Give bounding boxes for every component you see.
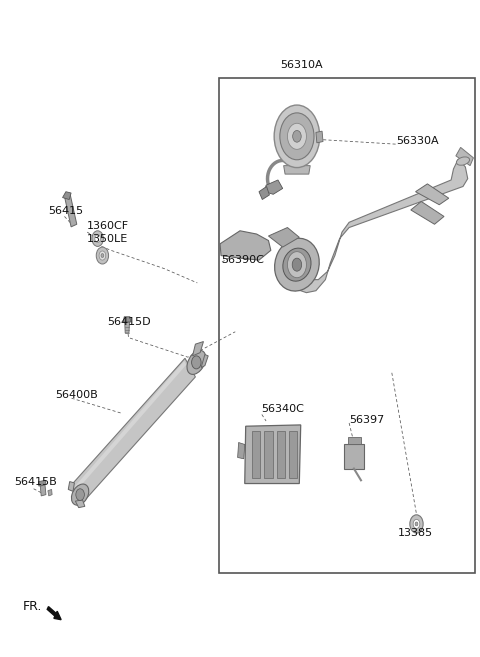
Circle shape bbox=[101, 254, 104, 258]
Text: 13385: 13385 bbox=[398, 528, 433, 538]
Circle shape bbox=[288, 252, 306, 278]
Polygon shape bbox=[68, 482, 74, 491]
Circle shape bbox=[95, 235, 100, 242]
Circle shape bbox=[96, 247, 108, 264]
Polygon shape bbox=[252, 432, 261, 478]
Polygon shape bbox=[276, 432, 285, 478]
Text: 56415D: 56415D bbox=[107, 317, 151, 327]
Polygon shape bbox=[75, 361, 186, 490]
Polygon shape bbox=[348, 438, 361, 444]
Text: 56390C: 56390C bbox=[221, 255, 264, 265]
Circle shape bbox=[280, 113, 314, 160]
Polygon shape bbox=[344, 444, 364, 468]
Polygon shape bbox=[288, 159, 468, 292]
Polygon shape bbox=[245, 425, 301, 484]
Circle shape bbox=[292, 258, 301, 271]
Polygon shape bbox=[411, 202, 444, 224]
Circle shape bbox=[274, 105, 320, 168]
Polygon shape bbox=[71, 358, 195, 504]
Polygon shape bbox=[268, 227, 300, 247]
Polygon shape bbox=[64, 194, 77, 227]
Circle shape bbox=[413, 520, 420, 528]
Ellipse shape bbox=[187, 350, 206, 374]
Circle shape bbox=[99, 251, 106, 260]
Polygon shape bbox=[220, 231, 271, 260]
Circle shape bbox=[76, 489, 84, 501]
Text: 1350LE: 1350LE bbox=[87, 234, 129, 244]
Text: 56415B: 56415B bbox=[14, 478, 58, 487]
FancyArrow shape bbox=[47, 606, 61, 620]
Polygon shape bbox=[416, 184, 449, 205]
Text: 56415: 56415 bbox=[48, 206, 83, 216]
Circle shape bbox=[293, 131, 301, 142]
Circle shape bbox=[288, 124, 306, 149]
Polygon shape bbox=[264, 180, 283, 194]
Text: 1360CF: 1360CF bbox=[87, 221, 129, 231]
Polygon shape bbox=[316, 131, 323, 143]
Polygon shape bbox=[123, 317, 131, 322]
Polygon shape bbox=[456, 147, 473, 166]
Polygon shape bbox=[201, 355, 208, 367]
Ellipse shape bbox=[456, 157, 469, 166]
Polygon shape bbox=[238, 443, 245, 459]
Polygon shape bbox=[289, 432, 298, 478]
Text: 56340C: 56340C bbox=[261, 405, 304, 415]
Polygon shape bbox=[125, 322, 130, 333]
Polygon shape bbox=[40, 485, 46, 496]
Text: 56330A: 56330A bbox=[396, 136, 439, 146]
Circle shape bbox=[92, 231, 103, 246]
Circle shape bbox=[415, 522, 418, 526]
Circle shape bbox=[192, 356, 201, 369]
Polygon shape bbox=[62, 192, 71, 200]
Circle shape bbox=[410, 515, 423, 533]
Ellipse shape bbox=[72, 484, 89, 505]
Text: 56310A: 56310A bbox=[280, 60, 323, 70]
Polygon shape bbox=[192, 342, 204, 356]
Polygon shape bbox=[75, 500, 85, 508]
Ellipse shape bbox=[275, 238, 319, 291]
Polygon shape bbox=[284, 166, 310, 174]
Text: 56397: 56397 bbox=[349, 415, 384, 425]
Text: 56400B: 56400B bbox=[55, 390, 98, 400]
Polygon shape bbox=[48, 489, 52, 496]
Ellipse shape bbox=[283, 248, 311, 281]
Polygon shape bbox=[38, 480, 46, 486]
Bar bbox=[219, 78, 475, 573]
Text: FR.: FR. bbox=[23, 600, 43, 613]
Polygon shape bbox=[259, 187, 269, 200]
Polygon shape bbox=[264, 432, 273, 478]
